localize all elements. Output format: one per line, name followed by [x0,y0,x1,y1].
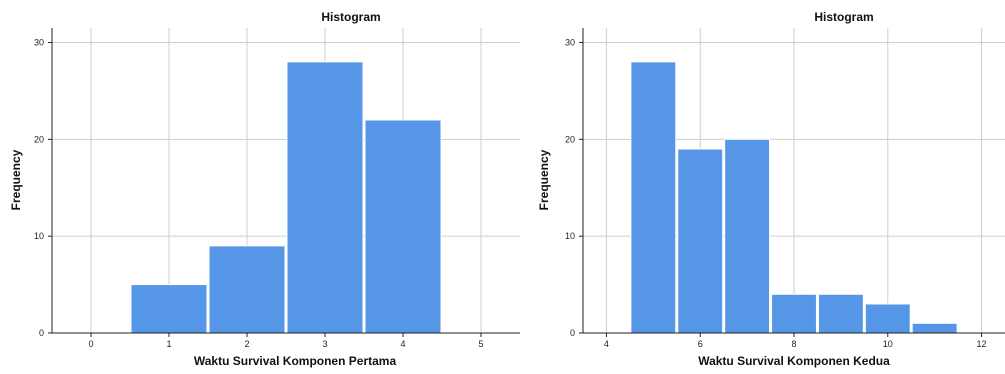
histogram-1-svg: Histogram 0 1 2 3 4 5 0 10 20 30 Waktu Survival K… [9,10,520,368]
x-axis-label: Waktu Survival Komponen Kedua [698,354,890,368]
x-tick-label: 8 [791,339,796,349]
x-tick-label: 6 [698,339,703,349]
y-tick-label: 30 [565,38,575,48]
y-tick-label: 20 [565,134,575,144]
histogram-bar [208,245,286,334]
histogram-bar [817,293,864,334]
histogram-bar [771,293,817,334]
y-tick-label: 30 [34,38,44,48]
y-tick-label: 0 [570,328,575,338]
histogram-bar [286,61,364,334]
chart-title: Histogram [321,10,380,24]
x-tick-label: 4 [400,339,405,349]
y-tick-label: 10 [565,231,575,241]
x-tick-label: 5 [478,339,483,349]
histogram-bar [677,148,724,334]
x-tick-label: 3 [322,339,327,349]
x-tick-label: 12 [977,339,987,349]
y-tick-label: 10 [34,231,44,241]
y-axis-label: Frequency [9,149,23,210]
histogram-bar [864,303,911,334]
histogram-bar [630,61,677,334]
y-axis-label: Frequency [537,149,551,210]
chart-title: Histogram [814,10,873,24]
x-tick-label: 2 [244,339,249,349]
histogram-bar [911,322,958,334]
histogram-chart-1: Histogram 0 1 2 3 4 5 0 10 20 30 Waktu Survival K… [9,10,520,368]
x-tick-label: 10 [883,339,893,349]
x-tick-label: 0 [88,339,93,349]
y-tick-label: 20 [34,134,44,144]
x-tick-label: 4 [604,339,609,349]
y-tick-label: 0 [39,328,44,338]
x-axis-label: Waktu Survival Komponen Pertama [194,354,397,368]
histogram-chart-2: Histogram 4 6 8 10 12 0 10 20 30 Waktu Survival … [527,0,1005,374]
histogram-bar [130,284,208,334]
histogram-bar [724,138,771,334]
histogram-2-svg: Histogram 4 6 8 10 12 0 10 20 30 Waktu Survival … [537,10,1005,368]
histogram-bar [364,119,442,334]
x-tick-label: 1 [166,339,171,349]
